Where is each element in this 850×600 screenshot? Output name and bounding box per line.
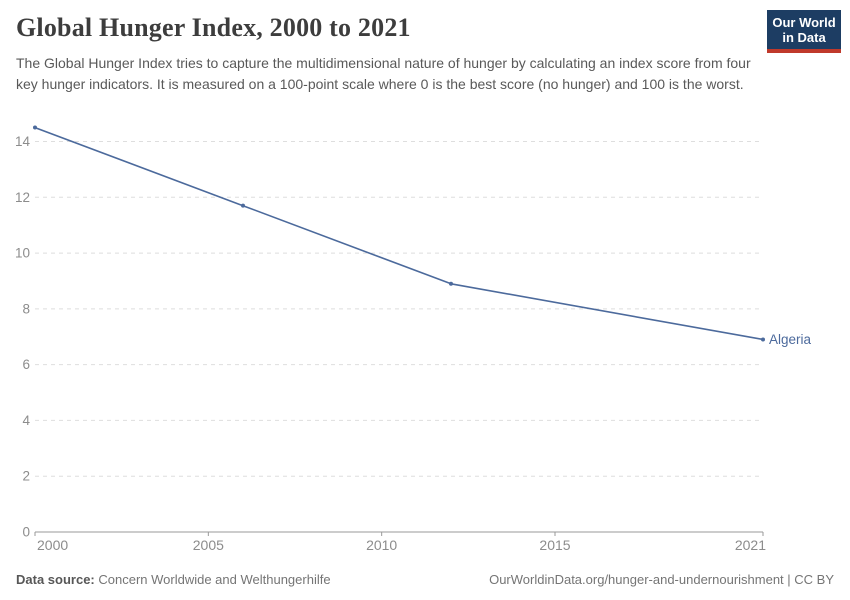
series-end-label[interactable]: Algeria xyxy=(769,332,812,347)
x-axis-label: 2010 xyxy=(366,537,397,553)
x-axis-label: 2015 xyxy=(539,537,570,553)
x-axis-label: 2000 xyxy=(37,537,68,553)
data-point[interactable] xyxy=(761,337,765,342)
y-axis-label: 6 xyxy=(22,357,30,372)
owid-logo[interactable]: Our World in Data xyxy=(767,10,841,53)
y-axis-label: 4 xyxy=(22,413,30,428)
x-axis-label: 2005 xyxy=(193,537,224,553)
data-point[interactable] xyxy=(449,281,453,286)
y-axis-label: 10 xyxy=(15,246,30,261)
y-axis-label: 14 xyxy=(15,134,31,149)
series-line-algeria[interactable] xyxy=(34,126,764,341)
chart-footer: Data source: Concern Worldwide and Welth… xyxy=(16,572,834,587)
logo-line1: Our World xyxy=(772,15,836,30)
data-point[interactable] xyxy=(241,203,245,208)
credit-link[interactable]: OurWorldinData.org/hunger-and-undernouri… xyxy=(489,572,834,587)
logo-accent-bar xyxy=(767,49,841,53)
page-title: Global Hunger Index, 2000 to 2021 xyxy=(16,13,411,42)
y-axis-label: 8 xyxy=(22,301,30,316)
data-point[interactable] xyxy=(33,125,37,130)
y-axis-label: 0 xyxy=(22,525,30,540)
logo-line2: in Data xyxy=(782,30,826,45)
y-axis-label: 2 xyxy=(22,469,30,484)
data-source: Data source: Concern Worldwide and Welth… xyxy=(16,572,331,587)
data-source-label: Data source: xyxy=(16,572,95,587)
chart-subtitle: The Global Hunger Index tries to capture… xyxy=(16,55,751,92)
y-axis-label: 12 xyxy=(15,190,30,205)
data-source-value: Concern Worldwide and Welthungerhilfe xyxy=(94,572,331,587)
x-axis-label: 2021 xyxy=(735,537,766,553)
